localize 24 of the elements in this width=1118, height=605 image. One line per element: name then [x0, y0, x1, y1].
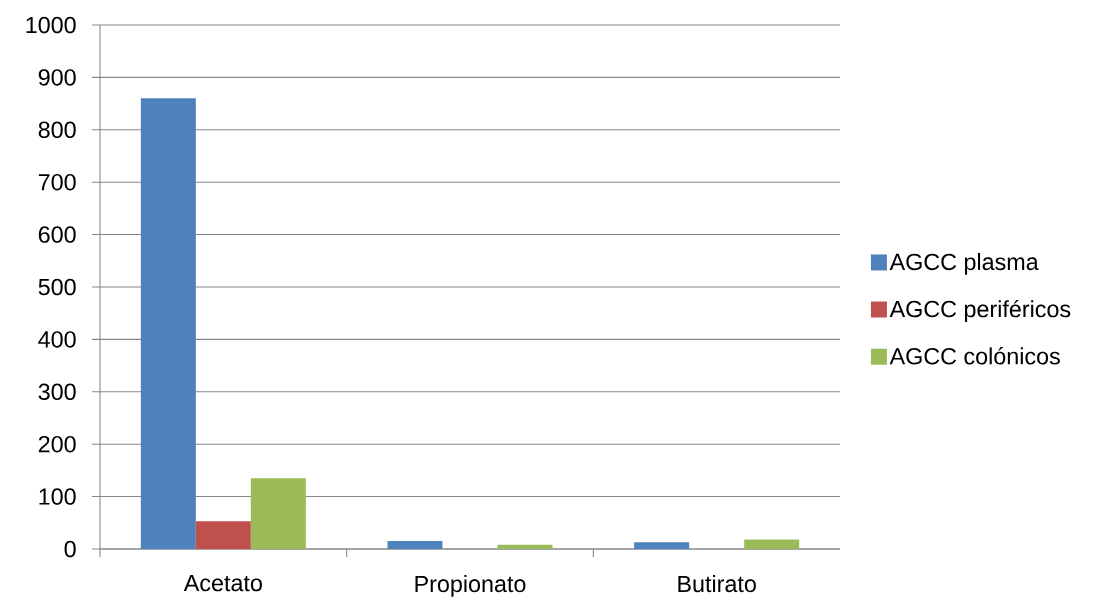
- y-tick-label: 500: [38, 278, 76, 296]
- x-tick-label: Acetato: [183, 575, 262, 592]
- y-tick-label: 600: [38, 226, 76, 243]
- y-tick-label: 1000: [26, 16, 76, 34]
- y-tick-label: 0: [64, 540, 76, 558]
- bar: [634, 542, 690, 549]
- bar: [744, 539, 800, 549]
- legend-label: AGCC periféricos: [889, 299, 1071, 322]
- bar: [195, 521, 251, 549]
- bar: [140, 98, 196, 549]
- legend-label: AGCC colónicos: [889, 347, 1060, 365]
- x-tick-label: Butirato: [678, 575, 756, 593]
- y-tick-label: 900: [38, 69, 76, 86]
- y-tick-label: 100: [39, 488, 76, 505]
- bar: [387, 541, 443, 549]
- x-tick-label: Propionato: [415, 575, 526, 597]
- y-tick-label: 800: [38, 121, 76, 139]
- bar: [497, 544, 553, 549]
- y-tick-label: 400: [38, 331, 76, 348]
- y-tick-label: 700: [38, 173, 76, 191]
- y-tick-label: 300: [38, 383, 76, 401]
- legend-label: AGCC plasma: [889, 253, 1039, 275]
- y-tick-label: 200: [38, 435, 76, 453]
- bar: [250, 478, 306, 549]
